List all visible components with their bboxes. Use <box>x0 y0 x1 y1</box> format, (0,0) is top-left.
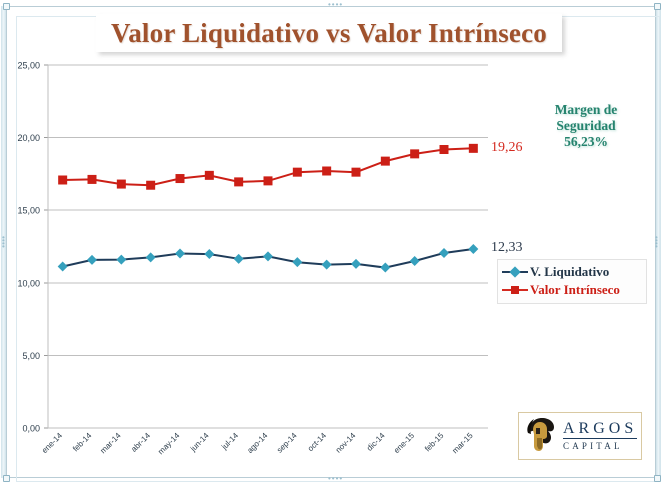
resize-handle-top-left[interactable] <box>3 3 10 10</box>
data-point-marker[interactable] <box>116 254 127 265</box>
x-axis-tick-label: mar-14 <box>98 431 123 456</box>
y-axis-tick-label: 5,00 <box>22 351 40 361</box>
resize-handle-top-right[interactable] <box>654 3 661 10</box>
square-marker-icon <box>502 284 528 296</box>
data-point-marker[interactable] <box>87 174 97 184</box>
logo-name: ARGOS <box>563 419 638 439</box>
x-axis-tick-label: abr-14 <box>129 431 152 454</box>
data-point-marker[interactable] <box>57 261 68 272</box>
resize-handle-top-center[interactable]: •••• <box>328 0 344 9</box>
x-axis-tick-label: mar-15 <box>450 431 475 456</box>
chart-title-text: Valor Liquidativo vs Valor Intrínseco <box>111 17 547 48</box>
margin-note-line-2: Seguridad <box>556 118 616 133</box>
data-label-liquidativo-last: 12,33 <box>491 240 523 255</box>
resize-handle-bottom-center[interactable]: •••• <box>328 474 344 483</box>
legend-item-liquidativo[interactable]: V. Liquidativo <box>502 263 641 281</box>
x-axis-tick-label: ene-15 <box>392 431 416 455</box>
data-point-marker[interactable] <box>263 251 273 262</box>
y-axis-tick-label: 20,00 <box>17 133 40 143</box>
chart-gridlines <box>44 64 488 429</box>
data-point-marker[interactable] <box>468 243 479 254</box>
data-point-marker[interactable] <box>468 143 478 153</box>
data-point-marker[interactable] <box>380 262 391 273</box>
data-point-marker[interactable] <box>204 170 214 180</box>
object-frame-right-edge <box>656 6 661 478</box>
y-axis-tick-label: 15,00 <box>17 206 40 216</box>
resize-handle-left-middle[interactable]: • • • • <box>2 233 5 251</box>
data-point-marker[interactable] <box>58 175 68 185</box>
chart-series-layer <box>57 143 479 273</box>
legend-label-intrinseco: Valor Intrínseco <box>530 282 620 297</box>
x-axis-tick-label: jun-14 <box>188 431 211 454</box>
data-point-marker[interactable] <box>204 249 215 260</box>
resize-handle-bottom-right[interactable] <box>654 475 661 482</box>
data-point-marker[interactable] <box>87 254 97 265</box>
data-point-marker[interactable] <box>234 177 244 187</box>
x-axis-tick-label: feb-15 <box>423 431 446 454</box>
data-point-marker[interactable] <box>322 166 332 176</box>
data-point-marker[interactable] <box>116 179 126 189</box>
data-point-marker[interactable] <box>380 156 390 166</box>
chart-y-axis-labels: 0,00 5,00 10,00 15,00 20,00 25,00 <box>17 61 40 434</box>
chart-title: Valor Liquidativo vs Valor Intrínseco <box>96 14 562 52</box>
data-point-marker[interactable] <box>351 258 361 269</box>
x-axis-tick-label: oct-14 <box>306 431 328 453</box>
data-point-marker[interactable] <box>439 145 449 155</box>
data-point-marker[interactable] <box>233 253 244 264</box>
diamond-marker-icon <box>502 266 528 278</box>
data-point-marker[interactable] <box>146 180 156 190</box>
logo-text-block: ARGOS CAPITAL <box>557 419 638 453</box>
data-point-marker[interactable] <box>145 252 156 263</box>
data-point-marker[interactable] <box>321 259 332 270</box>
data-point-marker[interactable] <box>292 167 302 177</box>
data-point-marker[interactable] <box>292 257 303 268</box>
data-point-marker[interactable] <box>439 248 449 259</box>
resize-handle-right-middle[interactable]: • • • • <box>655 233 658 251</box>
legend-label-liquidativo: V. Liquidativo <box>530 264 610 279</box>
x-axis-tick-label: ene-14 <box>40 431 64 455</box>
data-point-marker[interactable] <box>263 176 273 186</box>
margin-note-line-1: Margen de <box>554 102 618 117</box>
margin-note-line-3: 56,23% <box>564 134 608 149</box>
data-point-marker[interactable] <box>410 149 420 159</box>
data-point-marker[interactable] <box>409 256 420 267</box>
data-label-intrinseco-last: 19,26 <box>491 140 523 155</box>
x-axis-tick-label: feb-14 <box>71 431 94 454</box>
object-frame-left-edge <box>1 6 6 478</box>
data-point-marker[interactable] <box>175 248 185 259</box>
resize-handle-bottom-left[interactable] <box>3 475 10 482</box>
x-axis-tick-label: nov-14 <box>334 431 358 455</box>
data-point-marker[interactable] <box>175 174 185 184</box>
y-axis-tick-label: 0,00 <box>22 424 40 434</box>
chart-x-axis-labels: ene-14 feb-14 mar-14 abr-14 may-14 jun-14 jul-… <box>40 431 475 457</box>
x-axis-tick-label: sep-14 <box>275 431 299 455</box>
x-axis-tick-label: dic-14 <box>365 431 387 453</box>
legend-item-intrinseco[interactable]: Valor Intrínseco <box>502 281 641 299</box>
y-axis-tick-label: 10,00 <box>17 278 40 288</box>
logo-tagline: CAPITAL <box>563 440 623 451</box>
spartan-helmet-icon <box>527 418 554 451</box>
margin-of-safety-annotation: Margen de Seguridad 56,23% <box>522 102 650 150</box>
data-point-marker[interactable] <box>351 167 361 177</box>
x-axis-tick-label: jul-14 <box>219 431 240 452</box>
x-axis-tick-label: ago-14 <box>245 431 269 455</box>
chart-legend[interactable]: V. Liquidativo Valor Intrínseco <box>497 259 647 304</box>
y-axis-tick-label: 25,00 <box>17 61 40 71</box>
argos-capital-logo: ARGOS CAPITAL <box>518 412 642 460</box>
x-axis-tick-label: may-14 <box>156 431 182 457</box>
